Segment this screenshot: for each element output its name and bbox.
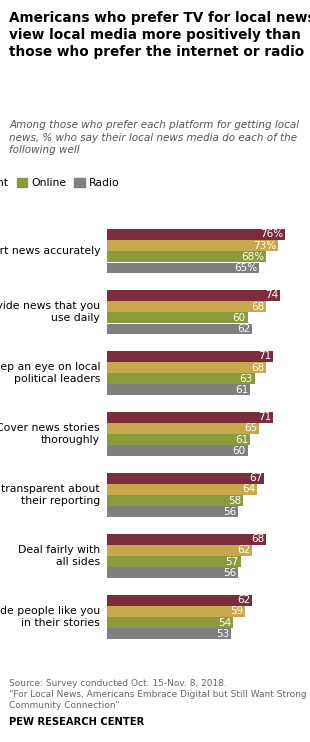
Bar [107,312,248,323]
Text: 63: 63 [239,374,253,384]
Text: 62: 62 [237,595,250,605]
Bar [107,301,266,312]
Text: 53: 53 [216,628,229,639]
Bar [107,290,280,301]
Text: PEW RESEARCH CENTER: PEW RESEARCH CENTER [9,717,144,726]
Text: 74: 74 [265,290,278,301]
Text: Source: Survey conducted Oct. 15-Nov. 8, 2018.
“For Local News, Americans Embrac: Source: Survey conducted Oct. 15-Nov. 8,… [9,679,307,710]
Text: 61: 61 [235,435,248,444]
Bar [107,434,250,445]
Text: 64: 64 [242,485,255,494]
Text: 65%: 65% [234,263,257,273]
Bar [107,484,257,495]
Text: 54: 54 [218,617,232,628]
Bar [107,252,266,262]
Bar [107,568,238,578]
Text: 57: 57 [225,556,239,567]
Legend: TV, Print, Online, Radio: TV, Print, Online, Radio [0,178,119,188]
Text: Americans who prefer TV for local news
view local media more positively than
tho: Americans who prefer TV for local news v… [9,11,310,59]
Bar [107,496,243,506]
Text: 60: 60 [232,446,246,456]
Bar [107,556,241,567]
Text: 65: 65 [244,424,257,433]
Bar [107,423,259,434]
Bar [107,473,264,484]
Bar [107,534,266,545]
Text: 71: 71 [258,352,272,361]
Text: 62: 62 [237,324,250,334]
Text: 61: 61 [235,385,248,395]
Bar [107,362,266,372]
Text: 56: 56 [223,568,236,578]
Bar [107,229,285,240]
Bar [107,324,252,334]
Text: 59: 59 [230,606,243,617]
Bar [107,606,245,617]
Bar [107,545,252,556]
Bar [107,445,248,456]
Bar [107,412,273,423]
Bar [107,617,233,628]
Text: 68%: 68% [241,252,264,262]
Bar [107,263,259,273]
Text: 68: 68 [251,301,264,312]
Bar [107,628,231,639]
Text: 60: 60 [232,312,246,323]
Text: 68: 68 [251,363,264,372]
Bar [107,507,238,517]
Bar [107,373,255,384]
Text: 71: 71 [258,413,272,422]
Bar [107,384,250,395]
Text: 56: 56 [223,507,236,516]
Text: 58: 58 [228,496,241,505]
Text: 73%: 73% [253,240,276,251]
Text: 67: 67 [249,473,262,483]
Text: 68: 68 [251,534,264,545]
Bar [107,595,252,605]
Bar [107,351,273,361]
Text: 62: 62 [237,545,250,556]
Text: 76%: 76% [260,229,283,240]
Text: Among those who prefer each platform for getting local
news, % who say their loc: Among those who prefer each platform for… [9,120,299,155]
Bar [107,240,278,251]
